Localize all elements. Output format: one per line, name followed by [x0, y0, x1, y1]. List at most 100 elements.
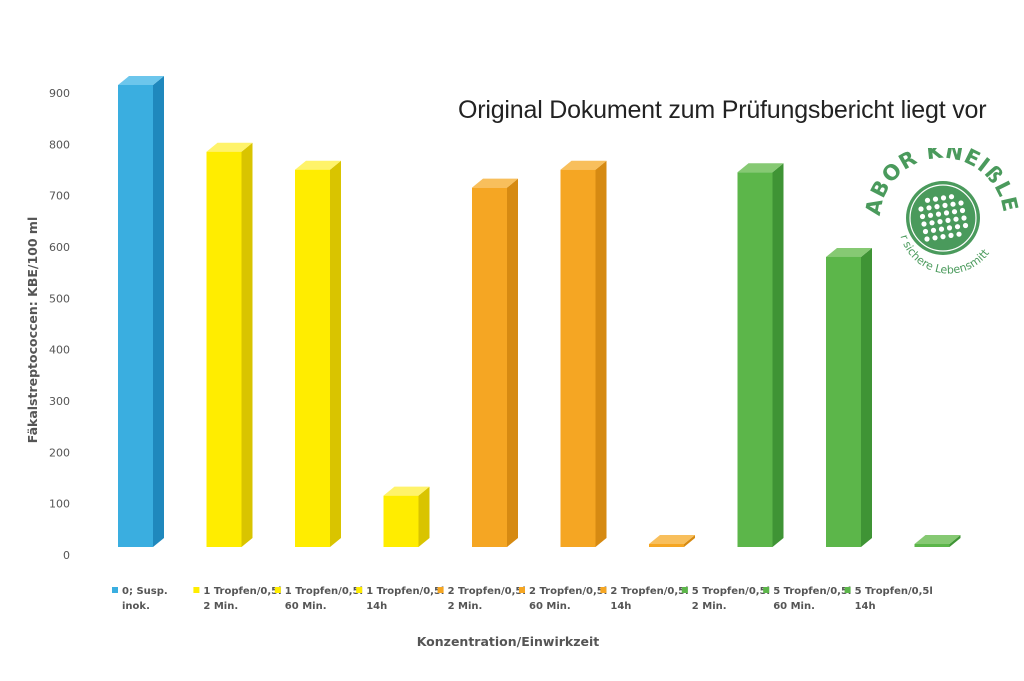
bar-side [861, 247, 872, 547]
bar-top [560, 160, 607, 170]
bar-front [472, 187, 507, 547]
logo-dot [929, 220, 935, 226]
logo-dot [945, 217, 951, 223]
legend-label: 2 Tropfen/0,5l [610, 586, 688, 597]
legend-swatch [112, 587, 118, 593]
y-tick-label: 700 [49, 190, 70, 203]
bar-side [153, 76, 164, 547]
logo-dot [958, 200, 964, 206]
logo-dot [940, 234, 946, 240]
bar-top [826, 247, 872, 257]
logo-dot [935, 211, 942, 217]
y-tick-label: 200 [49, 446, 70, 459]
bar-side [241, 142, 253, 547]
bar-top [737, 163, 784, 173]
logo-dot [950, 201, 956, 207]
legend-label: inok. [122, 601, 150, 612]
y-tick-label: 400 [49, 344, 70, 357]
logo-dot [953, 216, 959, 222]
legend-swatch [437, 587, 444, 593]
logo-dot [943, 210, 950, 216]
logo-dot [918, 206, 924, 212]
legend-label: 14h [855, 601, 876, 612]
bar-front [383, 495, 419, 547]
legend-swatch [600, 587, 607, 593]
logo-dot [948, 232, 954, 238]
logo-dot [924, 197, 931, 203]
legend-label: 60 Min. [285, 601, 327, 612]
bar-top [295, 160, 341, 170]
logo-dot [924, 236, 930, 242]
logo-dot [934, 204, 940, 210]
logo-dot [926, 205, 932, 211]
legend-label: 2 Tropfen/0,5l [529, 586, 607, 597]
legend-label: 14h [610, 601, 631, 612]
bar-front [914, 544, 950, 547]
bars [118, 76, 961, 547]
legend-item: 2 Tropfen/0,5l 60 Min. [519, 586, 607, 612]
legend-label: 2 Tropfen/0,5l [448, 586, 526, 597]
bar-side [330, 160, 341, 547]
logo-dot [927, 212, 934, 218]
x-axis-label: Konzentration/Einwirkzeit [417, 634, 600, 649]
legend: 0; Susp.inok.1 Tropfen/0,5l2 Min.1 Tropf… [112, 586, 933, 612]
legend-label: 0; Susp. [122, 586, 168, 597]
logo-dot [940, 195, 947, 201]
logo-dot [930, 227, 937, 233]
legend-item: 0; Susp. inok. [112, 586, 168, 612]
bar [472, 178, 518, 547]
legend-label: 2 Min. [203, 601, 238, 612]
legend-swatch [274, 587, 281, 593]
legend-item: 1 Tropfen/0,5l 14h [356, 586, 444, 612]
legend-item: 5 Tropfen/0,5l 60 Min. [763, 586, 851, 612]
legend-label: 2 Min. [692, 601, 727, 612]
bar [118, 76, 164, 547]
logo-dot [938, 226, 945, 232]
logo-dot [956, 231, 962, 237]
bar [295, 160, 341, 547]
bar [206, 142, 253, 547]
bar [826, 247, 872, 547]
y-tick-label: 0 [63, 549, 70, 562]
logo-dot [937, 219, 943, 225]
bar-top [914, 535, 961, 544]
logo-dot [942, 202, 948, 208]
y-tick-label: 300 [49, 395, 70, 408]
notice-text: Original Dokument zum Prüfungsbericht li… [458, 96, 987, 124]
legend-label: 60 Min. [773, 601, 815, 612]
logo-dot [932, 235, 938, 241]
bar-front [560, 169, 596, 547]
bar-top [118, 76, 164, 85]
legend-item: 5 Tropfen/0,5l 2 Min. [681, 586, 770, 612]
legend-swatch [844, 587, 851, 593]
logo-dot [921, 221, 927, 227]
y-axis-ticks: 0 100 200 300 400 500 600 700 800 900 [49, 87, 70, 562]
bar [560, 160, 607, 547]
bar [649, 535, 695, 547]
bar-side [949, 535, 961, 547]
legend-swatch [763, 587, 770, 593]
legend-item: 1 Tropfen/0,5l 2 Min. [193, 586, 282, 612]
logo-dot [946, 225, 953, 231]
logo-dot [959, 207, 966, 214]
legend-swatch [193, 587, 200, 593]
y-tick-label: 600 [49, 241, 70, 254]
logo-dot [962, 222, 969, 229]
bar-front [737, 172, 773, 547]
logo-dot [932, 196, 939, 202]
legend-item: 2 Tropfen/0,5l 14h [600, 586, 689, 612]
y-tick-label: 800 [49, 138, 70, 151]
logo-dot [951, 209, 958, 215]
bar-front [826, 256, 861, 547]
logo-seal [906, 181, 980, 255]
legend-label: 2 Min. [448, 601, 483, 612]
legend-label: 14h [366, 601, 387, 612]
logo-dot [919, 213, 926, 220]
labor-kneissler-logo: LABOR KNEIßLER für sichere Lebensmittel [862, 148, 1022, 277]
bar-side [684, 535, 695, 547]
legend-label: 5 Tropfen/0,5l [773, 586, 851, 597]
legend-item: 1 Tropfen/0,5l 60 Min. [274, 586, 363, 612]
bar-front [295, 169, 330, 547]
legend-label: 1 Tropfen/0,5l [366, 586, 444, 597]
